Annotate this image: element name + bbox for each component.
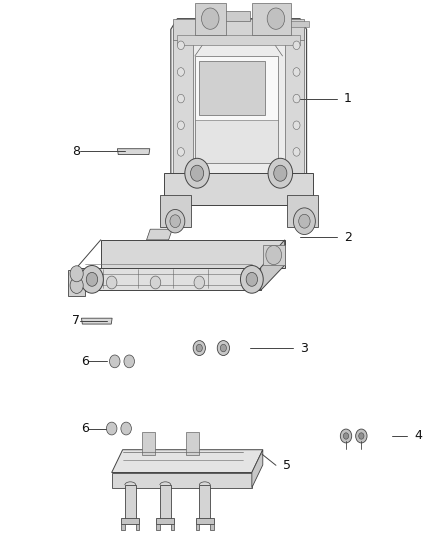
Polygon shape [210, 524, 214, 530]
Text: 1: 1 [344, 92, 352, 105]
Circle shape [86, 272, 98, 286]
Polygon shape [261, 240, 285, 290]
Circle shape [220, 344, 226, 352]
Polygon shape [171, 524, 174, 530]
Circle shape [359, 433, 364, 439]
Polygon shape [121, 524, 125, 530]
Circle shape [121, 422, 131, 435]
Circle shape [177, 94, 184, 103]
Circle shape [70, 266, 83, 282]
Circle shape [293, 94, 300, 103]
Circle shape [293, 208, 315, 235]
Polygon shape [81, 318, 112, 324]
Circle shape [340, 429, 352, 443]
Polygon shape [199, 61, 265, 115]
Circle shape [240, 265, 263, 293]
Circle shape [106, 422, 117, 435]
Polygon shape [77, 268, 261, 290]
Text: 6: 6 [81, 422, 89, 435]
Circle shape [246, 272, 258, 286]
Circle shape [110, 355, 120, 368]
Polygon shape [195, 120, 278, 163]
Polygon shape [164, 173, 313, 205]
Polygon shape [195, 56, 278, 163]
Text: 3: 3 [300, 342, 308, 354]
Polygon shape [285, 29, 304, 195]
Circle shape [70, 277, 83, 293]
Circle shape [106, 276, 117, 289]
Circle shape [170, 215, 180, 228]
Polygon shape [112, 472, 252, 488]
Circle shape [124, 355, 134, 368]
Polygon shape [219, 11, 250, 21]
Circle shape [191, 165, 204, 181]
Circle shape [274, 165, 287, 181]
Polygon shape [196, 524, 199, 530]
Circle shape [267, 8, 285, 29]
Polygon shape [117, 149, 150, 155]
Polygon shape [112, 450, 263, 472]
Polygon shape [199, 485, 210, 519]
Circle shape [293, 41, 300, 50]
Polygon shape [147, 229, 172, 240]
Circle shape [177, 68, 184, 76]
Polygon shape [252, 450, 263, 488]
Circle shape [177, 121, 184, 130]
Polygon shape [160, 195, 191, 227]
Polygon shape [125, 485, 136, 519]
Circle shape [150, 276, 161, 289]
Polygon shape [142, 432, 155, 455]
Circle shape [177, 41, 184, 50]
Text: 7: 7 [72, 314, 80, 327]
Polygon shape [171, 19, 307, 205]
Text: 6: 6 [81, 355, 89, 368]
Circle shape [293, 121, 300, 130]
Text: 5: 5 [283, 459, 290, 472]
Polygon shape [177, 35, 300, 45]
Circle shape [177, 148, 184, 156]
Circle shape [81, 265, 103, 293]
Polygon shape [101, 240, 285, 268]
Circle shape [356, 429, 367, 443]
Circle shape [193, 341, 205, 356]
Circle shape [293, 148, 300, 156]
Polygon shape [263, 245, 285, 265]
Polygon shape [173, 29, 193, 195]
Polygon shape [68, 270, 85, 296]
Circle shape [194, 276, 205, 289]
Circle shape [196, 344, 202, 352]
Text: 8: 8 [72, 145, 80, 158]
Polygon shape [156, 524, 160, 530]
Polygon shape [252, 3, 291, 35]
Circle shape [266, 245, 282, 265]
Circle shape [299, 214, 310, 228]
Polygon shape [287, 195, 318, 227]
Polygon shape [160, 485, 171, 519]
Polygon shape [173, 19, 304, 40]
Polygon shape [121, 518, 139, 524]
Circle shape [217, 341, 230, 356]
Polygon shape [186, 432, 199, 455]
Polygon shape [195, 3, 226, 35]
Circle shape [268, 158, 293, 188]
Circle shape [343, 433, 349, 439]
Polygon shape [136, 524, 139, 530]
Circle shape [293, 68, 300, 76]
Circle shape [185, 158, 209, 188]
Circle shape [166, 209, 185, 233]
Polygon shape [287, 21, 309, 27]
Polygon shape [156, 518, 174, 524]
Text: 4: 4 [414, 430, 422, 442]
Text: 2: 2 [344, 231, 352, 244]
Polygon shape [196, 518, 214, 524]
Circle shape [201, 8, 219, 29]
